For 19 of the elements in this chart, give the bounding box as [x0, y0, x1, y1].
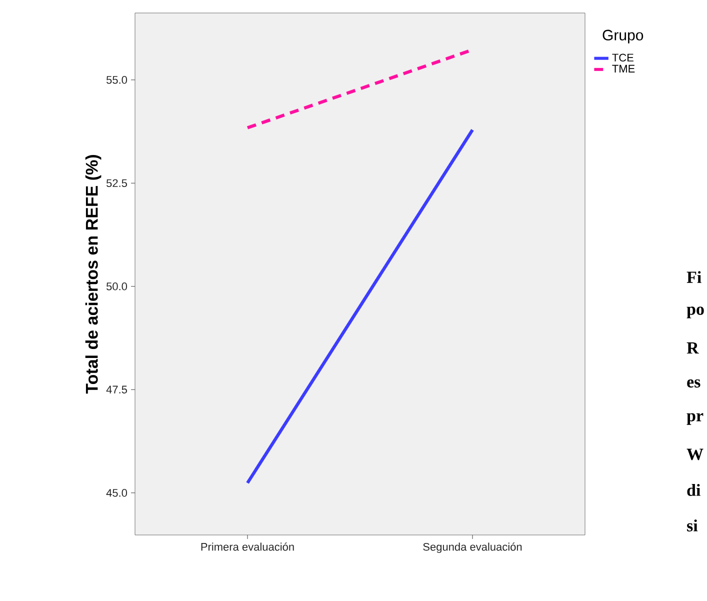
y-tick-label: 47.5	[106, 386, 127, 394]
legend-title: Grupo	[602, 30, 644, 44]
text: si	[687, 520, 698, 532]
y-tick-label: 50.0	[106, 282, 128, 290]
y-tick-label: 52.5	[106, 179, 127, 188]
legend-label: TCE	[612, 54, 634, 62]
text: po	[686, 306, 704, 318]
text: di	[687, 484, 700, 496]
y-tick-label: 45.0	[106, 488, 128, 497]
x-tick-label: Segunda evaluación	[423, 542, 522, 553]
x-tick-label: Primera evaluación	[201, 542, 294, 551]
legend-label: TME	[612, 64, 635, 72]
text: W	[686, 448, 704, 460]
text: R	[686, 342, 699, 354]
text: Fi	[686, 271, 702, 283]
y-tick-label: 55.0	[106, 76, 128, 84]
y-axis-title: Total de aciertos en REFE (%)	[85, 155, 102, 394]
text: es	[687, 379, 700, 388]
text: pr	[686, 413, 704, 425]
